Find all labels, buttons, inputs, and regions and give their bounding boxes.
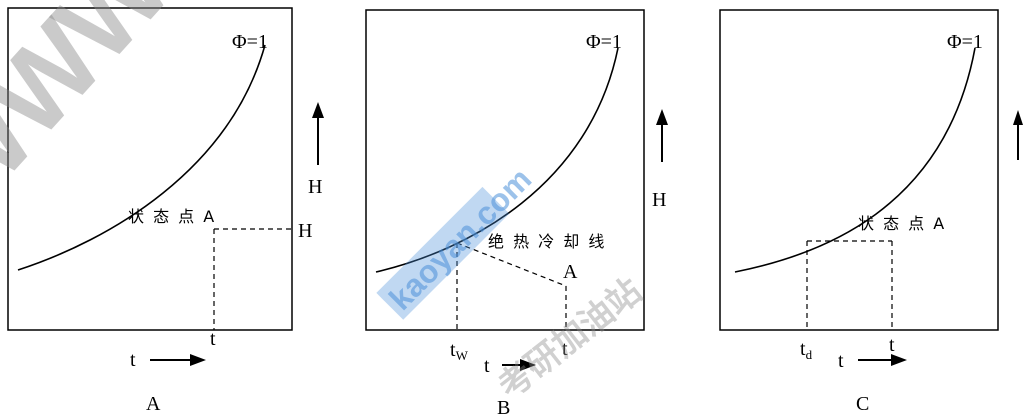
panel-a-h-axis-label: H [308,176,322,198]
panel-b-point-a-label: A [563,261,578,283]
panel-a-h-marker: H [298,220,312,242]
panel-a: Φ=1 状 态 点 A H t H t A [7,7,324,415]
panel-a-t-marker: t [210,328,216,350]
panel-a-state-point-label: 状 态 点 A [128,207,216,226]
panel-c-t-marker: t [889,334,895,356]
panel-a-curve-label: Φ=1 [232,31,268,53]
panel-b-adiabatic-line-label: 绝 热 冷 却 线 [488,232,606,251]
watermark-chinese-text: 考研加油站 [491,271,650,407]
panel-c-dew-point-temp-label: td [800,338,813,362]
panel-c-caption: C [856,393,869,415]
panel-a-frame [7,7,293,331]
panel-b-t-marker: t [562,338,568,360]
panel-b-frame [365,9,645,331]
panel-a-h-arrowhead-icon [312,102,324,118]
panel-c-curve-label: Φ=1 [947,31,983,53]
panel-b-t-arrowhead-icon [520,359,536,371]
panel-b: Φ=1 绝 热 冷 却 线 A H tW t t B [365,9,668,417]
panel-b-adiabatic-cooling-line [456,242,567,287]
panel-b-saturation-curve [375,47,619,273]
panel-a-caption: A [146,393,161,415]
panel-c-t-axis-label: t [838,350,844,372]
panel-a-saturation-curve [17,44,266,271]
panel-b-h-arrowhead-icon [656,109,668,125]
panel-c-frame [719,9,999,331]
panel-c-h-arrowhead-icon [1013,110,1023,125]
panel-c-saturation-curve [734,47,976,273]
watermark-layer: WWW.KAOYAN.COM kaoyan.com 考研加油站 [0,0,693,407]
panel-c-state-point-label: 状 态 点 A [858,214,946,233]
panel-c-t-arrowhead-icon [891,354,907,366]
panel-b-wet-bulb-temp-label: tW [450,339,469,363]
watermark-logo-box [376,186,510,320]
panel-b-h-axis-label: H [652,189,666,211]
panel-a-t-axis-label: t [130,349,136,371]
panel-b-t-axis-label: t [484,355,490,377]
panel-b-caption: B [497,397,510,417]
panel-c: Φ=1 状 态 点 A td t t C [719,9,1023,415]
panel-b-curve-label: Φ=1 [586,31,622,53]
panel-a-t-arrowhead-icon [190,354,206,366]
